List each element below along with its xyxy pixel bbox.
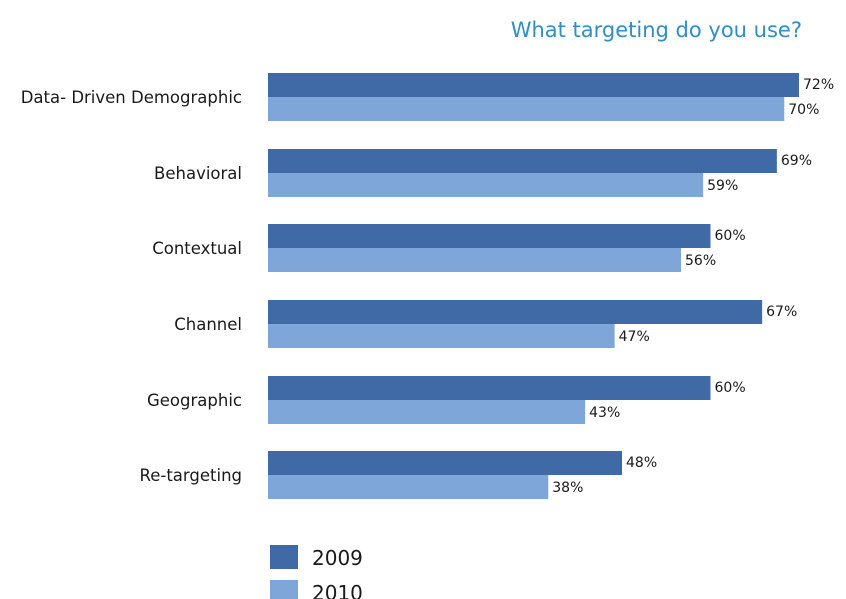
legend-label-2010: 2010: [312, 581, 363, 599]
value-label-2010: 70%: [788, 102, 819, 118]
bar-2010: [268, 400, 586, 424]
value-label-2010: 38%: [552, 480, 583, 496]
category-label: Contextual: [152, 239, 242, 258]
bar-2010: [268, 475, 549, 499]
value-label-2009: 48%: [626, 455, 657, 471]
chart-title: What targeting do you use?: [511, 18, 802, 42]
bar-2010: [268, 324, 615, 348]
bars: [268, 73, 799, 499]
category-label: Channel: [174, 315, 242, 334]
value-label-2010: 56%: [685, 253, 716, 269]
legend-label-2009: 2009: [312, 546, 363, 570]
value-label-2009: 60%: [715, 228, 746, 244]
bar-2009: [268, 451, 622, 475]
value-label-2009: 69%: [781, 153, 812, 169]
category-label: Behavioral: [154, 164, 242, 183]
bar-2009: [268, 149, 777, 173]
value-label-2010: 43%: [589, 405, 620, 421]
value-label-2009: 72%: [803, 77, 834, 93]
value-label-2009: 60%: [715, 380, 746, 396]
value-labels: 72% 70% 69% 59% 60% 56% 67% 47% 60% 43% 48% 38%: [552, 77, 834, 496]
bar-2010: [268, 248, 681, 272]
bar-2009: [268, 73, 799, 97]
bar-2010: [268, 173, 704, 197]
value-label-2010: 59%: [707, 178, 738, 194]
value-label-2009: 67%: [766, 304, 797, 320]
bar-2009: [268, 300, 763, 324]
category-label: Geographic: [147, 391, 242, 410]
legend-swatch-2010: [270, 580, 298, 599]
value-label-2010: 47%: [619, 329, 650, 345]
bar-2009: [268, 224, 711, 248]
bar-2009: [268, 376, 711, 400]
bar-2010: [268, 97, 785, 121]
legend: 2009 2010: [270, 545, 363, 599]
legend-swatch-2009: [270, 545, 298, 569]
category-labels: Data- Driven Demographic Behavioral Contex…: [21, 88, 242, 485]
category-label: Data- Driven Demographic: [21, 88, 242, 107]
category-label: Re-targeting: [139, 466, 242, 485]
